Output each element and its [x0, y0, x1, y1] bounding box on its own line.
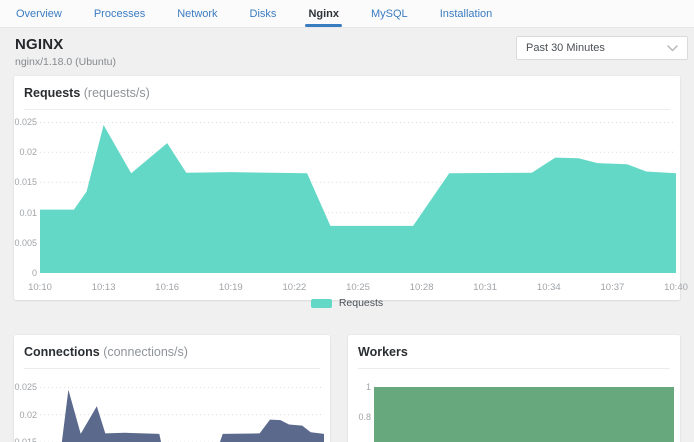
x-axis-tick: 10:37: [600, 282, 625, 293]
x-axis-tick: 10:22: [282, 282, 307, 293]
x-axis-tick: 10:25: [346, 282, 370, 293]
y-axis-tick: 0.02: [19, 147, 37, 158]
page-title: NGINX: [15, 36, 64, 53]
requests-chart-card: Requests (requests/s) 0.025 0.02 0.015 0.01…: [14, 76, 688, 309]
workers-chart-plot: [374, 387, 674, 442]
y-axis-tick: 0: [31, 268, 37, 278]
x-axis-tick: 10:13: [91, 282, 116, 293]
tab-network[interactable]: Network: [177, 7, 218, 20]
y-axis-tick: 0.015: [14, 177, 37, 188]
requests-legend: Requests: [14, 297, 680, 309]
tab-nginx[interactable]: Nginx: [305, 0, 342, 27]
requests-legend-label: Requests: [338, 297, 384, 309]
tab-disks[interactable]: Disks: [249, 7, 277, 20]
requests-x-axis: 10:10 10:13 10:16 10:19 10:22 10:25 10:28 10:31…: [14, 279, 688, 294]
divider: [24, 109, 670, 110]
y-axis-tick: 0.025: [14, 117, 37, 127]
y-axis-tick: 0.8: [358, 411, 371, 422]
divider: [358, 368, 670, 369]
x-axis-tick: 10:19: [218, 282, 243, 293]
y-axis-tick: 0.025: [14, 382, 37, 392]
y-axis-tick: 0.02: [19, 409, 37, 420]
requests-y-axis: 0.025 0.02 0.015 0.01 0.005 0: [14, 116, 40, 279]
tab-installation[interactable]: Installation: [439, 7, 493, 20]
time-range-select[interactable]: Past 30 Minutes: [516, 36, 688, 60]
connections-chart-unit: (connections/s): [103, 345, 188, 359]
page-subtitle: nginx/1.18.0 (Ubuntu): [15, 56, 116, 68]
tab-processes[interactable]: Processes: [93, 7, 146, 20]
divider: [24, 368, 320, 369]
y-axis-tick: 0.005: [14, 237, 37, 248]
tab-bar: Overview Processes Network Disks Nginx M…: [0, 0, 694, 28]
x-axis-tick: 10:16: [155, 282, 180, 293]
workers-chart-title: Workers: [358, 345, 408, 359]
connections-chart-card: Connections (connections/s) 0.0250.020.0…: [14, 335, 330, 442]
x-axis-tick: 10:31: [473, 282, 498, 293]
workers-chart-card: Workers 10.80.6: [348, 335, 680, 442]
x-axis-tick: 10:10: [28, 282, 52, 293]
connections-y-axis: 0.025 0.02 0.015: [14, 381, 40, 442]
chevron-down-icon: [667, 44, 678, 52]
x-axis-tick: 10:40: [664, 282, 688, 293]
content-area: Requests (requests/s) 0.025 0.02 0.015 0.01…: [0, 76, 694, 442]
y-axis-tick: 1: [365, 382, 371, 392]
x-axis-tick: 10:34: [536, 282, 561, 293]
requests-legend-swatch: [310, 298, 332, 308]
y-axis-tick: 0.015: [14, 437, 37, 442]
requests-chart-unit: (requests/s): [83, 86, 150, 100]
x-axis-tick: 10:28: [409, 282, 434, 293]
page-header: NGINX nginx/1.18.0 (Ubuntu) Past 30 Minu…: [0, 28, 694, 74]
requests-chart-title: Requests (requests/s): [24, 86, 150, 100]
time-range-value: Past 30 Minutes: [526, 42, 605, 54]
tab-overview[interactable]: Overview: [16, 7, 62, 20]
requests-chart-plot: [40, 122, 676, 273]
workers-y-axis: 10.80.6: [348, 381, 374, 442]
connections-chart-plot: [40, 387, 324, 442]
y-axis-tick: 0.01: [19, 207, 37, 218]
tab-mysql[interactable]: MySQL: [371, 7, 408, 20]
connections-chart-title: Connections (connections/s): [24, 345, 188, 359]
bottom-charts-row: Connections (connections/s) 0.0250.020.0…: [14, 335, 680, 442]
